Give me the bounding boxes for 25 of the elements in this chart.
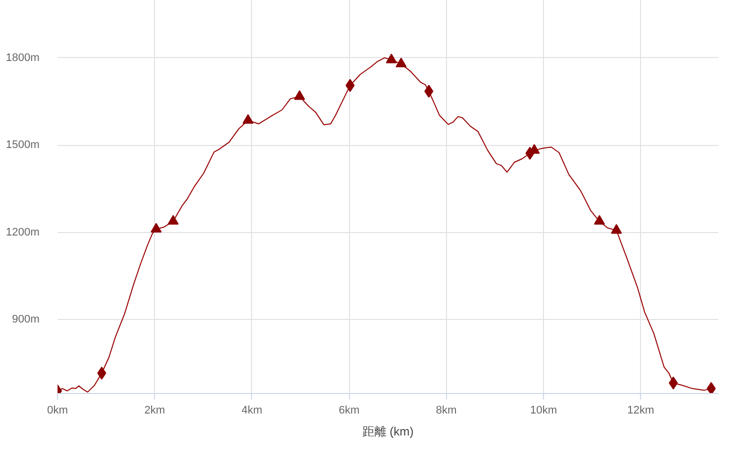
point bbox=[150, 222, 162, 233]
x-tick-label: 8km bbox=[436, 404, 457, 416]
y-tick-label: 1200m bbox=[6, 226, 40, 238]
x-axis-title: 距離 (km) bbox=[362, 424, 414, 438]
point bbox=[242, 114, 254, 124]
point bbox=[610, 224, 622, 234]
x-tick-label: 6km bbox=[338, 404, 360, 416]
y-tick-label: 1800m bbox=[6, 52, 40, 64]
x-tick-label: 12km bbox=[627, 404, 654, 416]
x-tick-label: 10km bbox=[530, 404, 557, 416]
point bbox=[294, 90, 306, 100]
point bbox=[97, 366, 106, 380]
x-tick-label: 0km bbox=[47, 404, 68, 416]
point bbox=[594, 215, 605, 225]
point bbox=[706, 382, 716, 394]
x-tick-label: 4km bbox=[242, 404, 262, 416]
point bbox=[668, 376, 678, 390]
x-tick-label: 2km bbox=[144, 404, 166, 416]
point bbox=[386, 54, 397, 64]
point bbox=[346, 78, 355, 92]
point bbox=[396, 58, 407, 68]
point bbox=[424, 84, 434, 98]
y-tick-label: 1500m bbox=[6, 139, 40, 152]
point bbox=[168, 215, 179, 225]
y-tick-label: 900m bbox=[12, 314, 40, 326]
